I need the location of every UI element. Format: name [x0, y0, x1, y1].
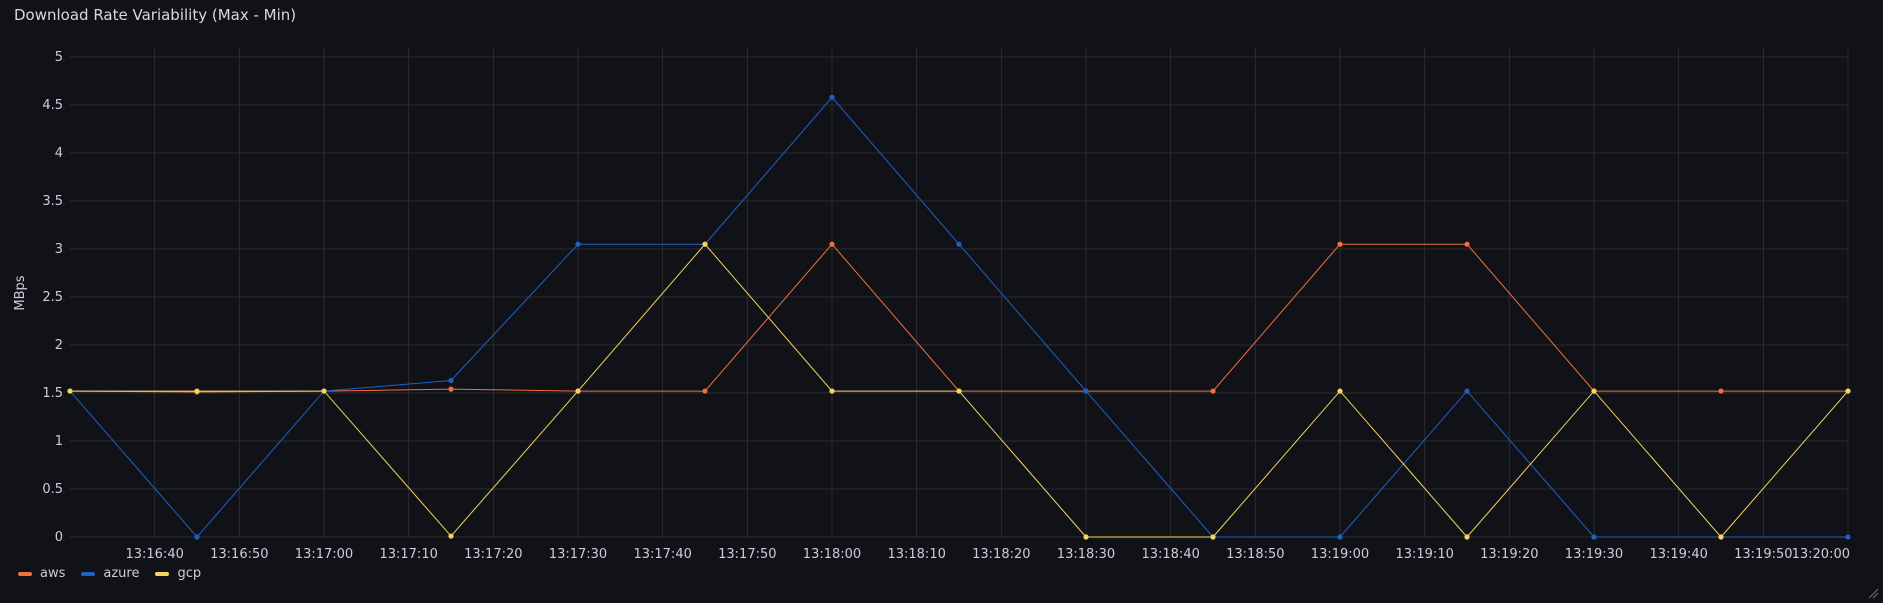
data-point-gcp[interactable]: [448, 533, 454, 539]
grid: [70, 48, 1849, 538]
legend-swatch: [155, 571, 170, 576]
data-point-gcp[interactable]: [956, 388, 962, 394]
data-point-gcp[interactable]: [67, 388, 73, 394]
x-tick-label: 13:19:30: [1565, 547, 1623, 562]
legend-swatch: [81, 571, 96, 576]
x-tick-label: 13:19:00: [1311, 547, 1369, 562]
data-point-gcp[interactable]: [829, 388, 835, 394]
y-tick-label: 2.5: [42, 290, 63, 305]
y-tick-label: 2: [55, 338, 63, 353]
data-point-gcp[interactable]: [1718, 534, 1724, 540]
data-point-aws[interactable]: [1337, 241, 1343, 247]
data-point-azure[interactable]: [956, 241, 962, 247]
x-tick-label: 13:18:50: [1226, 547, 1284, 562]
legend-item-aws[interactable]: aws: [18, 566, 65, 581]
legend-item-gcp[interactable]: gcp: [155, 566, 201, 581]
data-point-gcp[interactable]: [1591, 388, 1597, 394]
x-tick-label: 13:20:00: [1792, 547, 1850, 562]
data-point-azure[interactable]: [829, 94, 835, 100]
data-point-azure[interactable]: [1337, 534, 1343, 540]
data-point-gcp[interactable]: [1464, 534, 1470, 540]
y-tick-label: 5: [55, 50, 63, 65]
data-point-gcp[interactable]: [1210, 534, 1216, 540]
data-point-gcp[interactable]: [702, 241, 708, 247]
legend-item-azure[interactable]: azure: [81, 566, 139, 581]
data-point-gcp[interactable]: [1083, 534, 1089, 540]
x-tick-label: 13:18:30: [1057, 547, 1115, 562]
x-tick-label: 13:19:20: [1480, 547, 1538, 562]
panel-title[interactable]: Download Rate Variability (Max - Min): [14, 6, 297, 24]
x-tick-label: 13:17:40: [633, 547, 691, 562]
data-point-gcp[interactable]: [194, 388, 200, 394]
data-point-azure[interactable]: [1591, 534, 1597, 540]
data-point-aws[interactable]: [1718, 388, 1724, 394]
x-tick-label: 13:19:50: [1734, 547, 1792, 562]
y-tick-label: 3.5: [42, 194, 63, 209]
data-point-gcp[interactable]: [1845, 388, 1851, 394]
x-tick-label: 13:17:50: [718, 547, 776, 562]
resize-handle-icon[interactable]: [1867, 587, 1879, 599]
x-tick-label: 13:16:50: [210, 547, 268, 562]
data-point-azure[interactable]: [1464, 388, 1470, 394]
data-point-aws[interactable]: [829, 241, 835, 247]
x-tick-label: 13:18:40: [1141, 547, 1199, 562]
data-point-aws[interactable]: [1210, 388, 1216, 394]
x-tick-label: 13:18:00: [803, 547, 861, 562]
y-tick-label: 0.5: [42, 482, 63, 497]
series-line-aws[interactable]: [69, 243, 1848, 393]
series-line-azure[interactable]: [69, 96, 1848, 538]
data-point-aws[interactable]: [448, 386, 454, 392]
x-tick-label: 13:17:20: [464, 547, 522, 562]
y-axis-label: MBps: [13, 275, 28, 310]
data-point-gcp[interactable]: [321, 388, 327, 394]
data-point-azure[interactable]: [1845, 534, 1851, 540]
x-tick-label: 13:19:10: [1395, 547, 1453, 562]
x-tick-label: 13:17:30: [549, 547, 607, 562]
x-tick-label: 13:18:10: [887, 547, 945, 562]
data-point-azure[interactable]: [575, 241, 581, 247]
axes: 0 0.5 1 1.5 2 2.5 3 3.5 4 4.5 5 13:16:40 13:16:50 13:…: [42, 50, 1850, 562]
y-tick-label: 1: [55, 434, 63, 449]
x-tick-label: 13:18:20: [972, 547, 1030, 562]
data-point-gcp[interactable]: [575, 388, 581, 394]
y-tick-label: 0: [55, 530, 63, 545]
legend-label: azure: [103, 566, 140, 581]
y-tick-label: 1.5: [42, 386, 63, 401]
x-tick-label: 13:16:40: [125, 547, 183, 562]
data-point-aws[interactable]: [702, 388, 708, 394]
y-tick-label: 4.5: [42, 98, 63, 113]
legend: aws azure gcp: [18, 566, 201, 581]
x-tick-label: 13:19:40: [1649, 547, 1707, 562]
data-point-aws[interactable]: [1464, 241, 1470, 247]
data-point-azure[interactable]: [1083, 388, 1089, 394]
series: [67, 94, 1851, 540]
y-tick-label: 4: [55, 146, 63, 161]
data-point-azure[interactable]: [448, 377, 454, 384]
y-tick-label: 3: [55, 242, 63, 257]
legend-label: gcp: [177, 566, 202, 581]
x-tick-label: 13:17:10: [379, 547, 437, 562]
legend-swatch: [18, 571, 32, 576]
x-tick-label: 13:17:00: [295, 547, 353, 562]
legend-label: aws: [40, 566, 66, 581]
data-point-azure[interactable]: [194, 534, 200, 540]
data-point-gcp[interactable]: [1337, 388, 1343, 394]
